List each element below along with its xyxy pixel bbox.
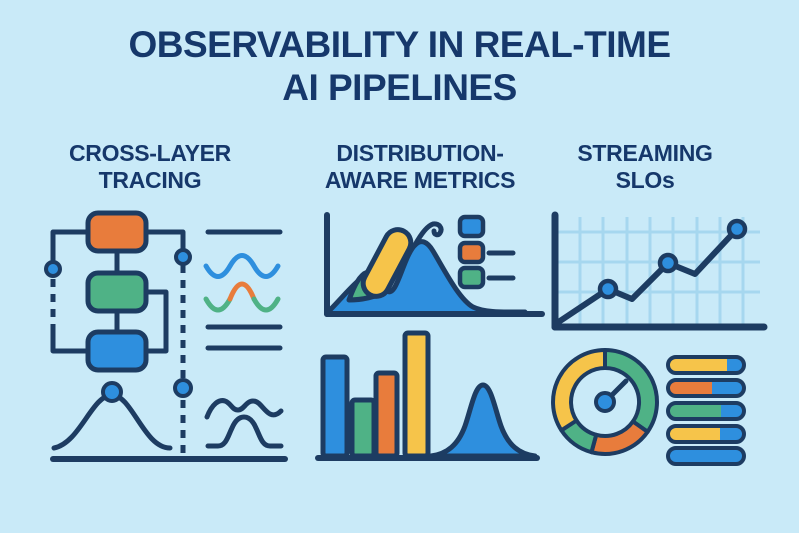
page-title-line2: AI PIPELINES [282, 66, 517, 108]
blue-wave-line [203, 253, 281, 279]
gauge-segment-orange [589, 419, 650, 456]
heading-line: CROSS-LAYER [69, 140, 231, 166]
green-wave-line [203, 296, 233, 313]
trace-right-rail [143, 229, 186, 252]
section-heading-streaming-slos: STREAMING SLOs [545, 140, 745, 194]
green-wave-line [251, 296, 281, 313]
data-point [597, 278, 619, 300]
heading-line: STREAMING [577, 140, 713, 166]
heading-line: AWARE METRICS [324, 167, 516, 194]
flow-node-green [85, 270, 149, 314]
double-hump-curve [204, 398, 284, 420]
flow-node-blue [85, 329, 149, 373]
bell-curve-filled [428, 382, 538, 459]
heading-line: DISTRIBUTION- [336, 140, 504, 166]
progress-bar-yellow [666, 355, 746, 375]
bar-orange [373, 370, 400, 459]
trace-point-right-top [174, 248, 192, 266]
progress-bar-blue [666, 446, 746, 466]
section-heading-distribution-aware-metrics: DISTRIBUTION- AWARE METRICS [300, 140, 540, 194]
progress-bar-orange [666, 378, 746, 398]
heading-line: TRACING [98, 167, 202, 194]
gauge-icon [551, 348, 659, 456]
peak-marker [101, 381, 123, 403]
gauge-segment-yellow [551, 348, 607, 433]
trace-point-left [44, 260, 62, 278]
progress-bar-green [666, 401, 746, 421]
data-point [726, 218, 748, 240]
legend-swatch-orange [457, 240, 486, 265]
yellow-highlight-band [360, 227, 414, 299]
curl-flourish [412, 221, 444, 248]
gauge-hub [594, 391, 616, 413]
bar-green [349, 397, 377, 459]
legend-icon [457, 214, 516, 290]
heading-line: SLOs [615, 167, 675, 194]
flow-right-bracket [143, 289, 169, 354]
trend-line [554, 226, 740, 326]
section-heading-cross-layer-tracing: CROSS-LAYER TRACING [55, 140, 245, 194]
progress-bar-yellow-2 [666, 424, 746, 444]
legend-swatch-blue [457, 214, 486, 239]
page-title-line1: OBSERVABILITY IN REAL-TIME [128, 24, 671, 65]
cross-layer-tracing-graphic [44, 210, 288, 462]
streaming-slos-graphic [551, 211, 768, 466]
trace-point-right-bottom [173, 378, 193, 398]
latency-curve-icon [50, 381, 288, 462]
histogram-icon [315, 330, 540, 461]
progress-bars-icon [666, 355, 746, 466]
trace-left-rail [50, 229, 91, 263]
orange-wave-crest [227, 281, 257, 302]
single-hump-curve [205, 414, 284, 449]
trend-line-chart-icon [551, 211, 768, 331]
data-point [657, 252, 679, 274]
legend-swatch-green [457, 265, 486, 290]
bar-blue [320, 354, 350, 459]
distribution-area-chart-icon [324, 212, 545, 317]
bar-yellow [402, 330, 431, 459]
distribution-aware-metrics-graphic [315, 212, 545, 461]
flow-node-orange [85, 210, 149, 254]
signal-lines-icon [203, 229, 283, 351]
page-title: OBSERVABILITY IN REAL-TIME AI PIPELINES [0, 24, 799, 110]
flowchart-icon [44, 210, 193, 455]
